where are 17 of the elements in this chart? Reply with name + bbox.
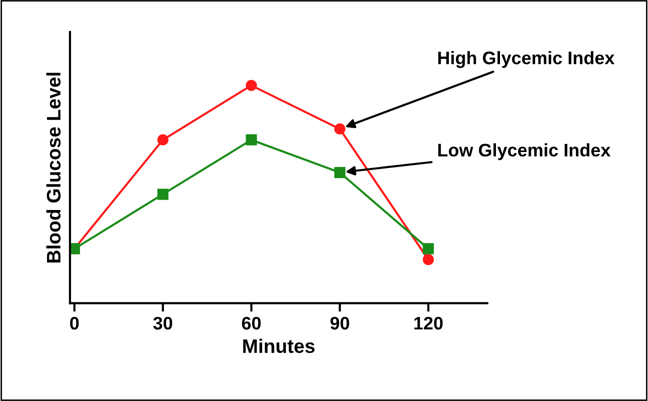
x-axis-title: Minutes xyxy=(243,338,315,354)
annotation: Low Glycemic Index xyxy=(438,143,611,160)
point xyxy=(157,188,168,200)
x-tick-label: 0 xyxy=(70,316,79,330)
point xyxy=(157,134,168,146)
point xyxy=(422,243,434,254)
x-tick-label: 90 xyxy=(330,316,350,330)
annotation: High Glycemic Index xyxy=(438,51,615,68)
y-axis-title: Blood Glucose Level xyxy=(46,72,61,262)
point xyxy=(334,166,346,178)
x-tick-label: 30 xyxy=(153,316,172,330)
x-tick-label: 120 xyxy=(414,316,443,330)
x-tick-label: 60 xyxy=(242,316,261,330)
point xyxy=(334,123,346,135)
point xyxy=(422,254,434,266)
point xyxy=(246,134,257,146)
point xyxy=(246,80,257,91)
